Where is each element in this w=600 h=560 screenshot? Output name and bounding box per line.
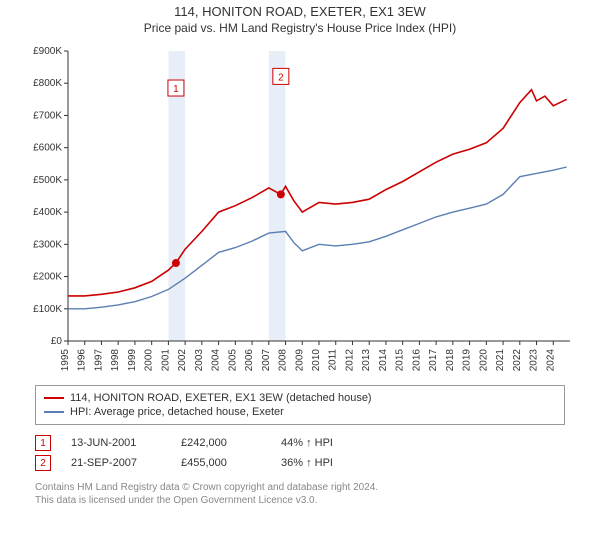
- x-tick-label: 2000: [144, 349, 155, 372]
- chart-plot-area: £0 £100K £200K £300K £400K £500K £600K £700K £80…: [20, 41, 580, 381]
- x-tick-label: 2009: [294, 349, 305, 372]
- x-tick-label: 2010: [311, 349, 322, 372]
- chart-title: 114, HONITON ROAD, EXETER, EX1 3EW: [174, 4, 426, 19]
- x-tick-label: 2002: [177, 349, 188, 372]
- footer-line-2: This data is licensed under the Open Gov…: [35, 494, 565, 507]
- x-tick-label: 2023: [529, 349, 540, 372]
- x-tick-label: 2007: [261, 349, 272, 372]
- marker-price: £455,000: [181, 457, 261, 469]
- marker-hpi: 36% ↑ HPI: [281, 457, 333, 469]
- marker-table: 1 13-JUN-2001 £242,000 44% ↑ HPI 2 21-SEP-200…: [35, 431, 565, 475]
- line-chart-svg: £0 £100K £200K £300K £400K £500K £600K £700K £80…: [20, 41, 580, 381]
- x-tick-label: 2019: [462, 349, 473, 372]
- x-tick-label: 2005: [227, 349, 238, 372]
- marker-badge: 1: [168, 80, 184, 96]
- y-tick-label: £200K: [33, 272, 62, 283]
- x-tick-label: 2006: [244, 349, 255, 372]
- marker-badge: 2: [273, 68, 289, 84]
- sale-marker: [172, 259, 180, 267]
- legend-label: HPI: Average price, detached house, Exet…: [70, 406, 284, 418]
- y-tick-label: £900K: [33, 46, 62, 57]
- marker-hpi: 44% ↑ HPI: [281, 437, 333, 449]
- legend-swatch: [44, 397, 64, 399]
- x-tick-label: 1997: [93, 349, 104, 372]
- x-tick-label: 2015: [395, 349, 406, 372]
- svg-text:2: 2: [278, 72, 284, 83]
- x-tick-label: 2018: [445, 349, 456, 372]
- x-tick-label: 1996: [77, 349, 88, 372]
- x-tick-label: 1998: [110, 349, 121, 372]
- y-tick-label: £0: [51, 336, 63, 347]
- x-tick-label: 2020: [478, 349, 489, 372]
- x-tick-label: 2014: [378, 349, 389, 372]
- x-tick-label: 2021: [495, 349, 506, 372]
- x-tick-label: 2022: [512, 349, 523, 372]
- legend-label: 114, HONITON ROAD, EXETER, EX1 3EW (deta…: [70, 392, 372, 404]
- x-tick-label: 1999: [127, 349, 138, 372]
- svg-text:1: 1: [173, 84, 179, 95]
- x-tick-label: 2017: [428, 349, 439, 372]
- x-tick-label: 2008: [278, 349, 289, 372]
- legend-item: HPI: Average price, detached house, Exet…: [44, 406, 556, 418]
- y-tick-label: £700K: [33, 110, 62, 121]
- chart-container: 114, HONITON ROAD, EXETER, EX1 3EW Price…: [0, 0, 600, 560]
- marker-badge-icon: 1: [35, 435, 51, 451]
- y-tick-label: £300K: [33, 239, 62, 250]
- legend-item: 114, HONITON ROAD, EXETER, EX1 3EW (deta…: [44, 392, 556, 404]
- x-tick-label: 2001: [160, 349, 171, 372]
- legend-swatch: [44, 411, 64, 413]
- sale-marker: [277, 190, 285, 198]
- footer-attribution: Contains HM Land Registry data © Crown c…: [35, 481, 565, 507]
- y-tick-label: £600K: [33, 143, 62, 154]
- x-tick-label: 2003: [194, 349, 205, 372]
- marker-date: 13-JUN-2001: [71, 437, 161, 449]
- y-tick-label: £400K: [33, 207, 62, 218]
- x-tick-label: 2024: [545, 349, 556, 372]
- y-tick-label: £100K: [33, 304, 62, 315]
- y-tick-label: £500K: [33, 175, 62, 186]
- chart-subtitle: Price paid vs. HM Land Registry's House …: [144, 21, 456, 35]
- x-tick-label: 2012: [344, 349, 355, 372]
- x-tick-label: 2016: [411, 349, 422, 372]
- marker-badge-icon: 2: [35, 455, 51, 471]
- marker-row: 1 13-JUN-2001 £242,000 44% ↑ HPI: [35, 435, 565, 451]
- x-tick-label: 2013: [361, 349, 372, 372]
- x-tick-label: 2004: [211, 349, 222, 372]
- marker-date: 21-SEP-2007: [71, 457, 161, 469]
- marker-price: £242,000: [181, 437, 261, 449]
- x-tick-label: 1995: [60, 349, 71, 372]
- x-tick-label: 2011: [328, 349, 339, 371]
- legend: 114, HONITON ROAD, EXETER, EX1 3EW (deta…: [35, 385, 565, 425]
- footer-line-1: Contains HM Land Registry data © Crown c…: [35, 481, 565, 494]
- y-tick-label: £800K: [33, 78, 62, 89]
- marker-row: 2 21-SEP-2007 £455,000 36% ↑ HPI: [35, 455, 565, 471]
